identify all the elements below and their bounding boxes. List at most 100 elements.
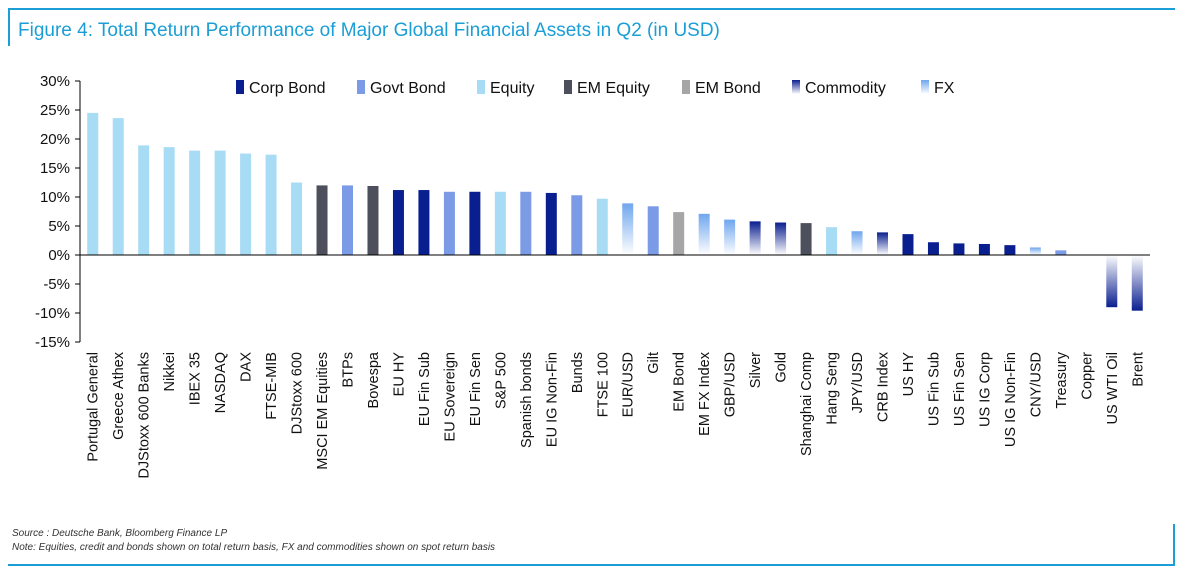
bar (138, 145, 150, 255)
bar (953, 243, 965, 255)
category-label: BTPs (341, 352, 357, 387)
bar (342, 185, 353, 255)
footer-bottom-rule (8, 564, 1175, 566)
y-axis: -15% -10% -5% 0% 5% 10% 15% 20% 25% 30% (35, 73, 81, 351)
legend-swatch (477, 80, 485, 94)
category-label: US Fin Sub (926, 352, 942, 426)
bar (775, 222, 787, 255)
bar (927, 242, 939, 255)
bar (571, 195, 583, 255)
note-text: Note: Equities, credit and bonds shown o… (12, 542, 496, 553)
bar (87, 112, 99, 256)
bar (622, 203, 634, 255)
category-label: MSCI EM Equities (315, 352, 331, 470)
legend: Corp Bond Govt Bond Equity EM Equity EM Bond… (236, 80, 955, 97)
category-label: US IG Non-Fin (1003, 352, 1019, 447)
category-label: Hang Seng (825, 352, 841, 425)
category-label: US IG Corp (977, 352, 993, 427)
bar (749, 221, 761, 255)
top-rule (8, 8, 1175, 10)
bar (189, 150, 201, 255)
bar (163, 147, 175, 255)
y-tick-label: 30% (40, 73, 70, 90)
legend-label: FX (934, 80, 955, 97)
category-label: EUR/USD (621, 352, 637, 417)
bar (392, 190, 404, 255)
bar (494, 191, 506, 255)
bar (1106, 255, 1118, 308)
category-label: Copper (1079, 352, 1095, 400)
category-label: EM FX Index (697, 351, 713, 436)
bar (724, 219, 736, 255)
category-label: FTSE 100 (595, 352, 611, 417)
bar (265, 154, 277, 255)
category-label: JPY/USD (850, 352, 866, 413)
bar (112, 118, 124, 256)
bar (367, 185, 379, 255)
bar (851, 231, 863, 255)
source-text: Source : Deutsche Bank, Bloomberg Financ… (12, 528, 228, 539)
bar (826, 227, 838, 255)
category-label: US HY (901, 352, 917, 397)
bar (443, 191, 455, 255)
legend-swatch (236, 80, 244, 94)
category-label: NASDAQ (213, 352, 229, 413)
category-label: Spanish bonds (519, 352, 535, 448)
bar (1055, 250, 1067, 255)
figure-title: Figure 4: Total Return Performance of Ma… (18, 20, 720, 41)
legend-swatch (682, 80, 690, 94)
category-label: EU IG Non-Fin (544, 352, 560, 447)
y-tick-label: -5% (43, 276, 70, 293)
category-label: EU Sovereign (442, 352, 458, 441)
category-label: Gold (774, 352, 790, 383)
y-tick-label: -10% (35, 305, 70, 322)
category-label: US Fin Sen (952, 352, 968, 426)
bar (240, 153, 252, 255)
category-label: Portugal General (86, 352, 102, 462)
category-label: Greece Athex (111, 351, 127, 440)
category-label: Treasury (1054, 351, 1070, 408)
legend-label: Equity (490, 80, 534, 97)
category-label: EU Fin Sub (417, 352, 433, 426)
category-label: IBEX 35 (188, 352, 204, 405)
bar (1029, 247, 1041, 255)
legend-swatch (564, 80, 572, 94)
bar (545, 192, 557, 255)
y-tick-label: -15% (35, 334, 70, 351)
bar (978, 243, 990, 255)
bar (291, 182, 303, 255)
category-label: Shanghai Comp (799, 352, 815, 456)
category-label: DAX (239, 352, 255, 382)
category-label: S&P 500 (493, 352, 509, 409)
bar (800, 223, 812, 255)
category-label: EU Fin Sen (468, 352, 484, 426)
bar (469, 191, 481, 255)
bar (698, 213, 710, 255)
legend-swatch (792, 80, 800, 94)
bars (87, 112, 1143, 311)
bar (214, 150, 226, 255)
category-label: Bunds (570, 352, 586, 393)
category-label: Nikkei (162, 352, 178, 391)
legend-label: EM Equity (577, 80, 650, 97)
category-label: DJStoxx 600 (290, 352, 306, 434)
bar (520, 191, 532, 255)
bar (647, 206, 659, 255)
y-tick-label: 10% (40, 189, 70, 206)
left-rule (8, 8, 10, 46)
legend-label: Govt Bond (370, 80, 446, 97)
category-label: EU HY (391, 352, 407, 397)
bar (877, 232, 888, 255)
bar (418, 190, 430, 255)
category-label: FTSE-MIB (264, 352, 280, 420)
legend-label: Corp Bond (249, 80, 326, 97)
category-label: CRB Index (876, 351, 892, 422)
legend-swatch (921, 80, 929, 94)
category-label: EM Bond (672, 352, 688, 412)
category-label: CNY/USD (1028, 352, 1044, 417)
category-label: Bovespa (366, 351, 382, 408)
x-axis: Portugal General Greece Athex DJStoxx 600 … (80, 254, 1150, 479)
y-tick-label: 0% (48, 247, 70, 264)
